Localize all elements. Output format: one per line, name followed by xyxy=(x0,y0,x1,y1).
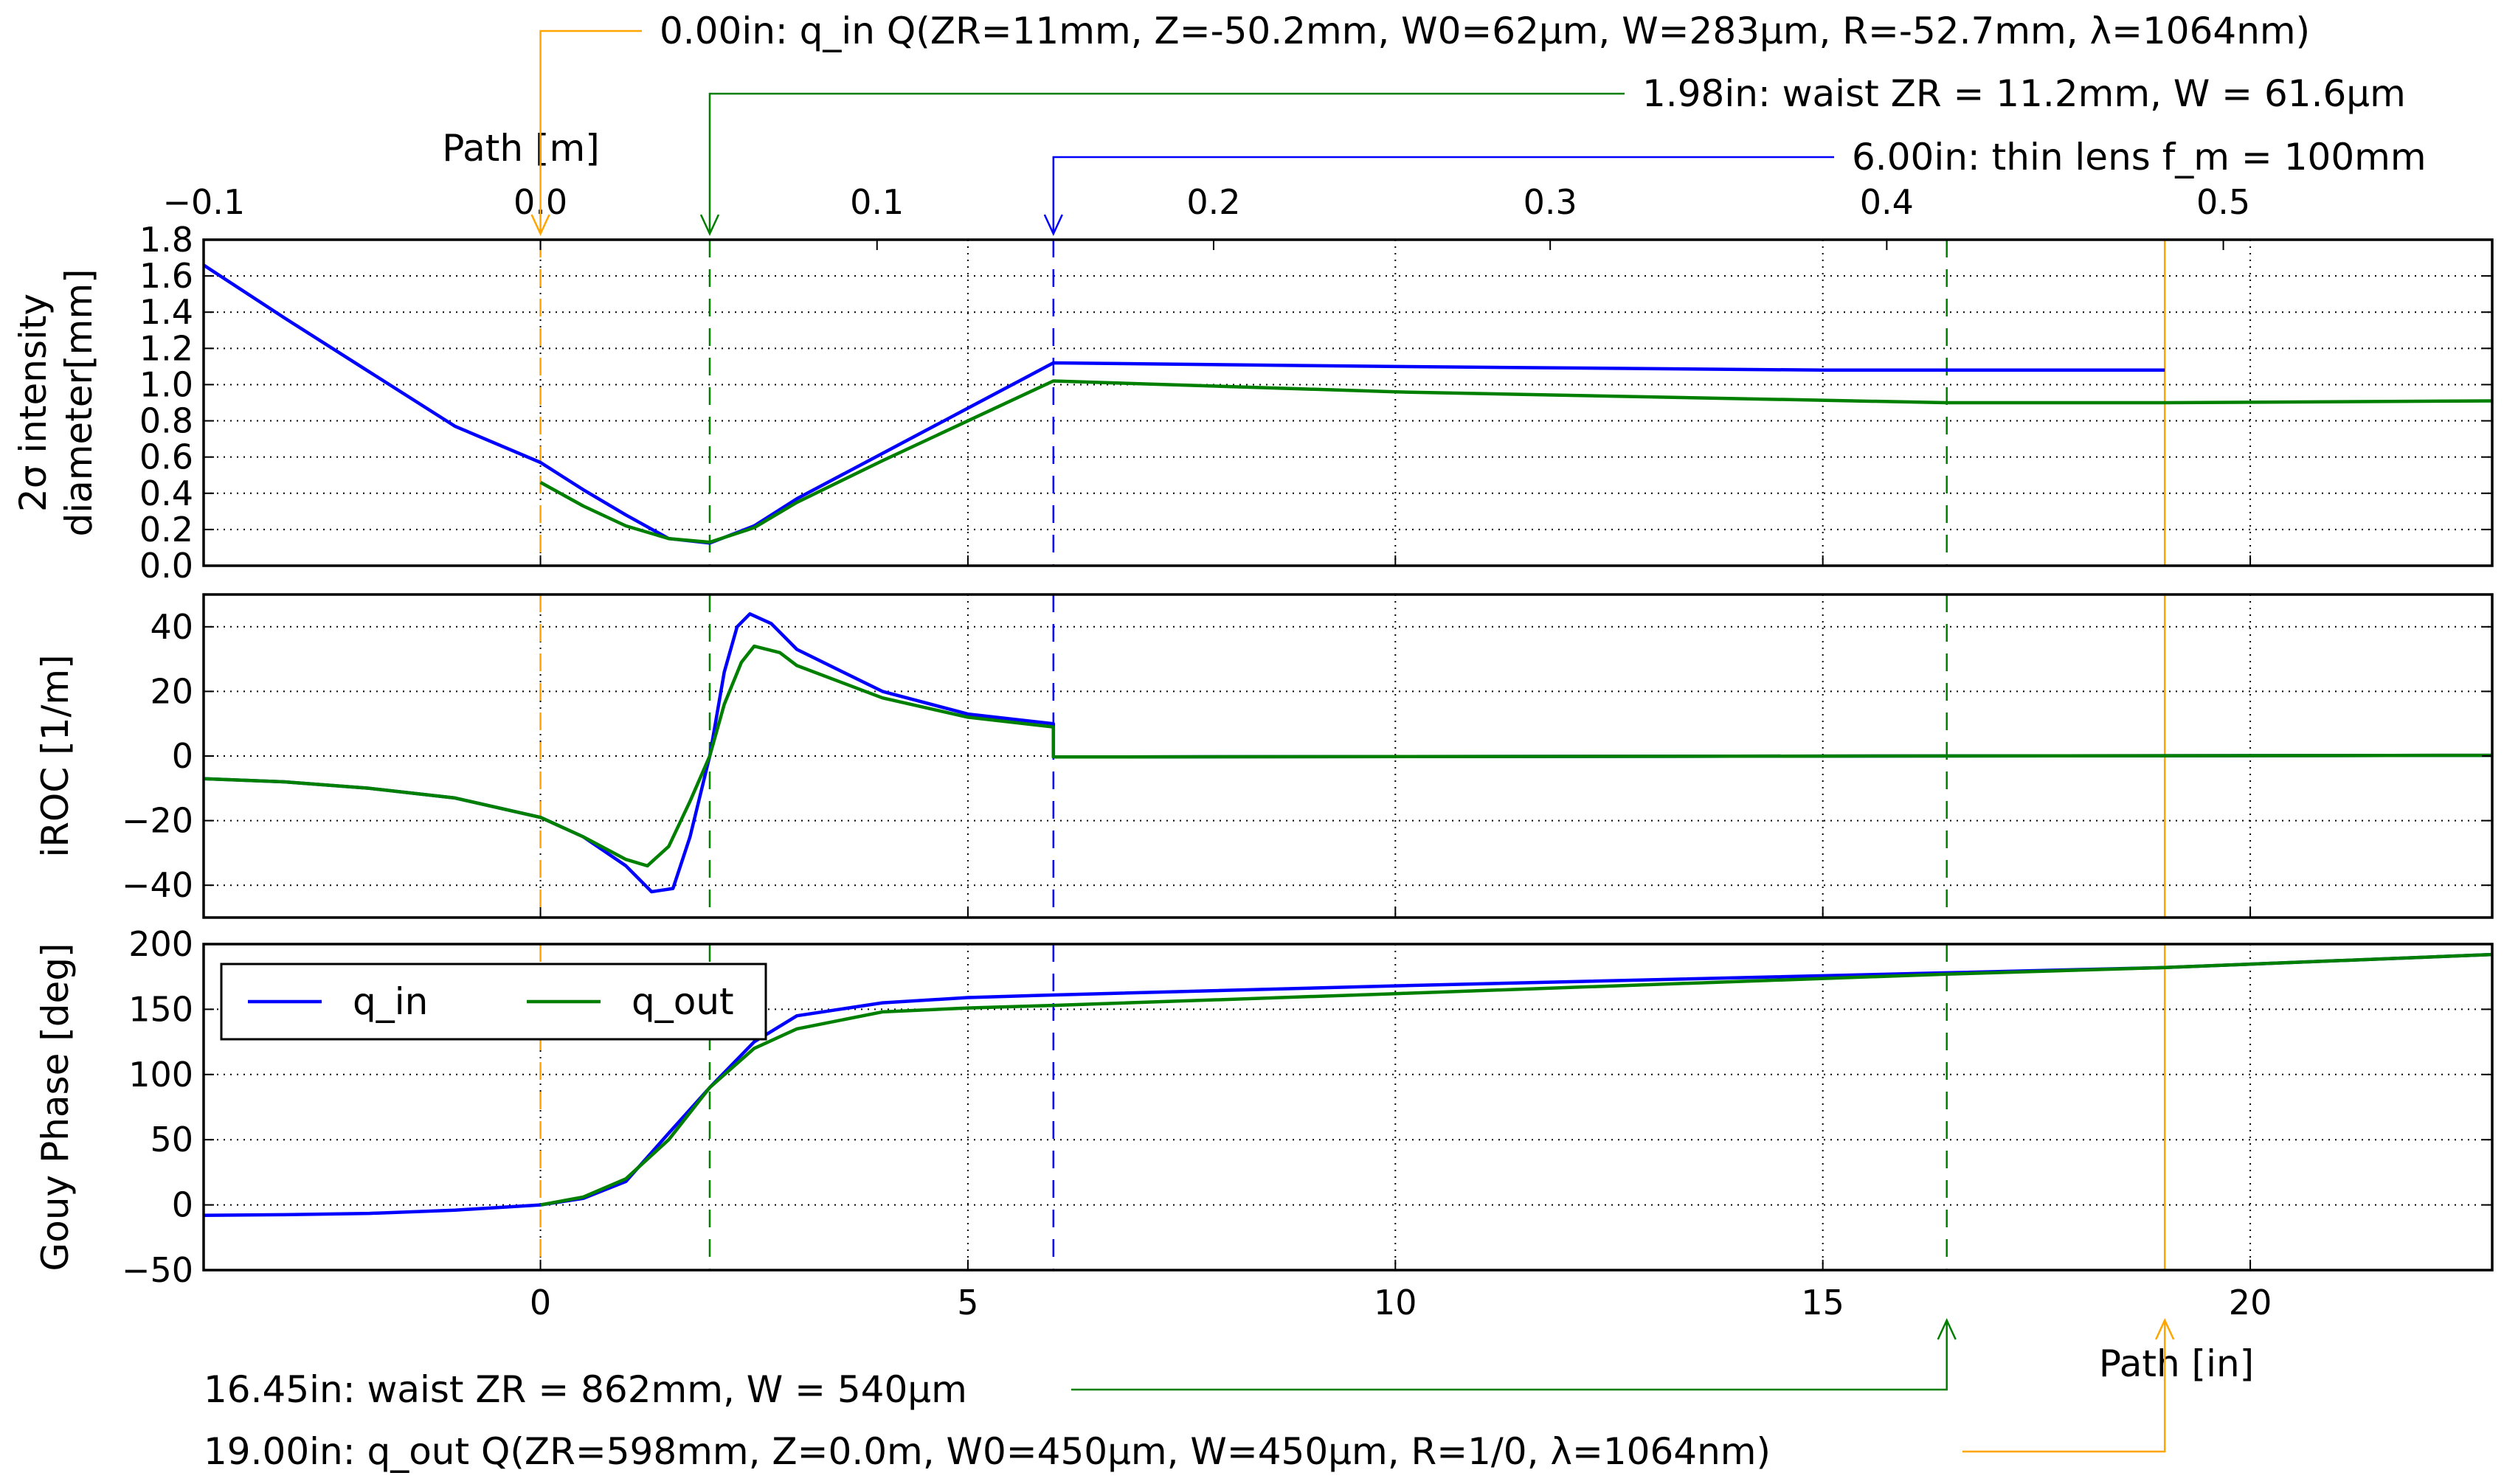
y-tick-label: 50 xyxy=(150,1120,193,1159)
annotation-leader xyxy=(1052,156,1834,234)
y-tick-label: 200 xyxy=(128,924,193,964)
y-axis-label: iROC [1/m] xyxy=(34,654,77,857)
x-top-axis-label: Path [m] xyxy=(442,127,599,170)
series-layer xyxy=(202,263,2493,1217)
y-tick-label: −50 xyxy=(122,1250,193,1290)
annotation-leader xyxy=(1071,1320,1948,1391)
annotation-arrowhead xyxy=(1043,214,1063,236)
annotation-arrowhead xyxy=(2155,1318,2175,1340)
series-q-in-line xyxy=(203,612,2493,894)
y-tick-label: 0.6 xyxy=(139,437,193,477)
x-bottom-tick-label: 10 xyxy=(1374,1283,1417,1322)
x-bottom-tick-label: 5 xyxy=(957,1283,978,1322)
y-tick-label: 0 xyxy=(172,736,193,776)
y-axis-label: 2σ intensity xyxy=(12,294,55,512)
annotation-arrowhead xyxy=(530,214,550,236)
y-tick-label: 1.8 xyxy=(139,220,193,260)
annotation-label: 0.00in: q_in Q(ZR=11mm, Z=-50.2mm, W0=62… xyxy=(660,10,2310,52)
legend-layer: q_in q_out xyxy=(220,963,767,1041)
series-q-out-line xyxy=(203,644,2493,868)
series-q-out-line xyxy=(539,379,2493,544)
axes-frame xyxy=(202,238,2494,567)
x-top-tick-label: 0.3 xyxy=(1524,182,1577,222)
y-tick-label: 0.8 xyxy=(139,401,193,441)
legend-label: q_in xyxy=(353,980,428,1023)
y-tick-label: 1.0 xyxy=(139,364,193,404)
series-q-in-line xyxy=(202,263,2165,545)
y-tick-label: 40 xyxy=(150,607,193,647)
annotation-label: 16.45in: waist ZR = 862mm, W = 540μm xyxy=(204,1368,967,1411)
x-top-tick-label: −0.1 xyxy=(162,182,245,222)
y-tick-label: −20 xyxy=(122,801,193,841)
annotation-arrowhead xyxy=(699,214,720,236)
legend-label: q_out xyxy=(632,980,734,1023)
y-tick-label: 20 xyxy=(150,671,193,711)
x-top-tick-label: 0.2 xyxy=(1186,182,1240,222)
x-top-tick-label: 0.1 xyxy=(850,182,904,222)
annotation-leader xyxy=(1962,1320,2166,1453)
annotation-label: 6.00in: thin lens f_m = 100mm xyxy=(1852,136,2427,178)
axes-layer xyxy=(202,238,2494,1272)
annotation-leader xyxy=(708,92,1625,234)
y-tick-label: 100 xyxy=(128,1055,193,1095)
y-tick-label: −40 xyxy=(122,865,193,905)
axes-frame xyxy=(202,943,2494,1272)
series-q-in-line xyxy=(203,952,2493,1217)
series-q-out-line xyxy=(540,952,2493,1207)
annotation-label: 19.00in: q_out Q(ZR=598mm, Z=0.0m, W0=45… xyxy=(204,1430,1771,1473)
y-tick-label: 1.6 xyxy=(139,256,193,296)
annotation-arrowhead xyxy=(1937,1318,1957,1340)
y-axis-label: diameter[mm] xyxy=(58,268,100,536)
x-bottom-tick-label: 0 xyxy=(530,1283,551,1322)
x-top-tick-label: 0.5 xyxy=(2196,182,2250,222)
annotation-label: 1.98in: waist ZR = 11.2mm, W = 61.6μm xyxy=(1642,72,2406,115)
y-tick-label: 150 xyxy=(128,989,193,1029)
y-tick-label: 0 xyxy=(172,1185,193,1225)
y-tick-label: 1.2 xyxy=(139,328,193,368)
y-axis-label: Gouy Phase [deg] xyxy=(34,943,77,1272)
x-bottom-tick-label: 15 xyxy=(1801,1283,1844,1322)
x-bottom-tick-label: 20 xyxy=(2229,1283,2272,1322)
y-tick-label: 0.4 xyxy=(139,474,193,513)
x-top-tick-label: 0.4 xyxy=(1860,182,1914,222)
y-tick-label: 0.2 xyxy=(139,510,193,549)
x-bottom-axis-label: Path [in] xyxy=(2099,1342,2254,1385)
annotation-leader xyxy=(539,30,642,234)
y-tick-label: 0.0 xyxy=(139,546,193,586)
y-tick-label: 1.4 xyxy=(139,292,193,332)
text-layer: 0.00.20.40.60.81.01.21.41.61.82σ intensi… xyxy=(12,10,2427,1473)
